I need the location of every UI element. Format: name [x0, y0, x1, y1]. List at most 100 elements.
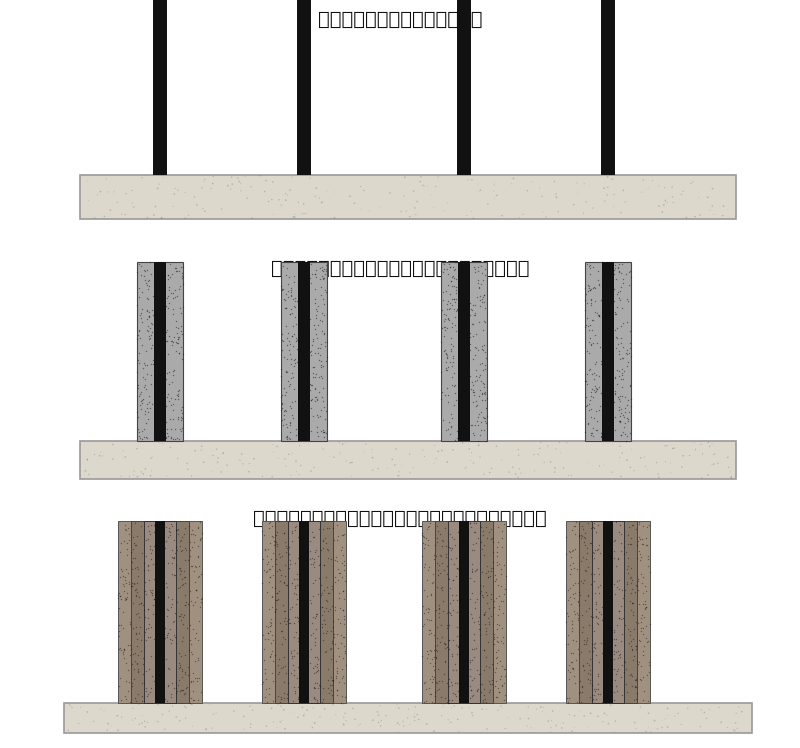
Point — [449, 325, 462, 337]
Point — [284, 286, 297, 298]
Point — [635, 186, 648, 198]
Point — [303, 384, 316, 396]
Point — [589, 685, 602, 697]
Point — [270, 604, 283, 616]
Point — [473, 678, 486, 690]
Point — [329, 554, 342, 566]
Point — [589, 693, 602, 705]
Point — [582, 589, 594, 601]
Point — [273, 586, 286, 598]
Point — [553, 436, 566, 448]
Point — [135, 307, 148, 319]
Point — [330, 628, 343, 640]
Point — [117, 646, 130, 657]
Point — [310, 332, 323, 344]
Point — [434, 567, 446, 579]
Point — [309, 546, 322, 558]
Point — [310, 409, 323, 421]
Point — [62, 724, 74, 736]
Point — [450, 552, 462, 564]
Point — [439, 540, 452, 552]
Bar — [298, 262, 310, 441]
Point — [479, 352, 492, 364]
Point — [146, 326, 159, 338]
Point — [534, 701, 547, 713]
Point — [275, 389, 288, 401]
Point — [633, 531, 646, 543]
Point — [623, 266, 636, 278]
Point — [161, 604, 174, 616]
Point — [262, 628, 275, 640]
Point — [590, 595, 602, 607]
Point — [568, 608, 581, 620]
Point — [585, 403, 598, 415]
Point — [546, 705, 559, 717]
Point — [476, 530, 489, 542]
Point — [441, 364, 454, 376]
Point — [472, 316, 485, 328]
Point — [590, 611, 602, 623]
Point — [338, 631, 350, 643]
Point — [470, 374, 483, 386]
Point — [307, 589, 320, 601]
Point — [584, 521, 597, 533]
Point — [270, 594, 283, 606]
Point — [333, 650, 346, 662]
Point — [285, 367, 298, 378]
Point — [290, 343, 303, 355]
Point — [166, 568, 178, 580]
Point — [638, 451, 651, 463]
Point — [186, 720, 198, 732]
Point — [574, 675, 587, 687]
Point — [346, 702, 359, 714]
Point — [619, 402, 632, 414]
Point — [602, 181, 614, 193]
Point — [472, 615, 485, 627]
Point — [467, 261, 480, 273]
Point — [478, 609, 490, 621]
Point — [485, 562, 498, 574]
Point — [637, 571, 650, 583]
Point — [274, 370, 287, 381]
Point — [306, 410, 319, 422]
Point — [639, 580, 652, 592]
Point — [488, 639, 501, 651]
Point — [288, 580, 301, 592]
Point — [525, 722, 538, 734]
Point — [613, 370, 626, 382]
Point — [477, 411, 490, 423]
Point — [446, 574, 459, 586]
Point — [490, 623, 503, 635]
Point — [128, 578, 141, 590]
Point — [622, 551, 634, 563]
Point — [478, 289, 490, 301]
Point — [627, 606, 640, 618]
Point — [582, 659, 595, 671]
Point — [138, 379, 151, 391]
Point — [568, 721, 581, 733]
Point — [463, 443, 476, 455]
Point — [292, 693, 305, 705]
Point — [156, 438, 169, 450]
Point — [446, 370, 459, 382]
Point — [634, 551, 647, 563]
Point — [583, 668, 596, 680]
Point — [702, 469, 714, 481]
Point — [615, 352, 628, 364]
Point — [319, 646, 332, 657]
Point — [134, 269, 147, 280]
Point — [616, 381, 629, 393]
Point — [174, 614, 187, 626]
Point — [182, 598, 194, 610]
Point — [573, 530, 586, 542]
Point — [270, 536, 282, 548]
Point — [418, 618, 431, 630]
Point — [586, 610, 599, 622]
Point — [163, 526, 176, 538]
Point — [243, 458, 256, 470]
Point — [174, 661, 186, 673]
Point — [179, 712, 192, 724]
Point — [290, 466, 302, 478]
Point — [186, 599, 199, 611]
Point — [393, 702, 406, 714]
